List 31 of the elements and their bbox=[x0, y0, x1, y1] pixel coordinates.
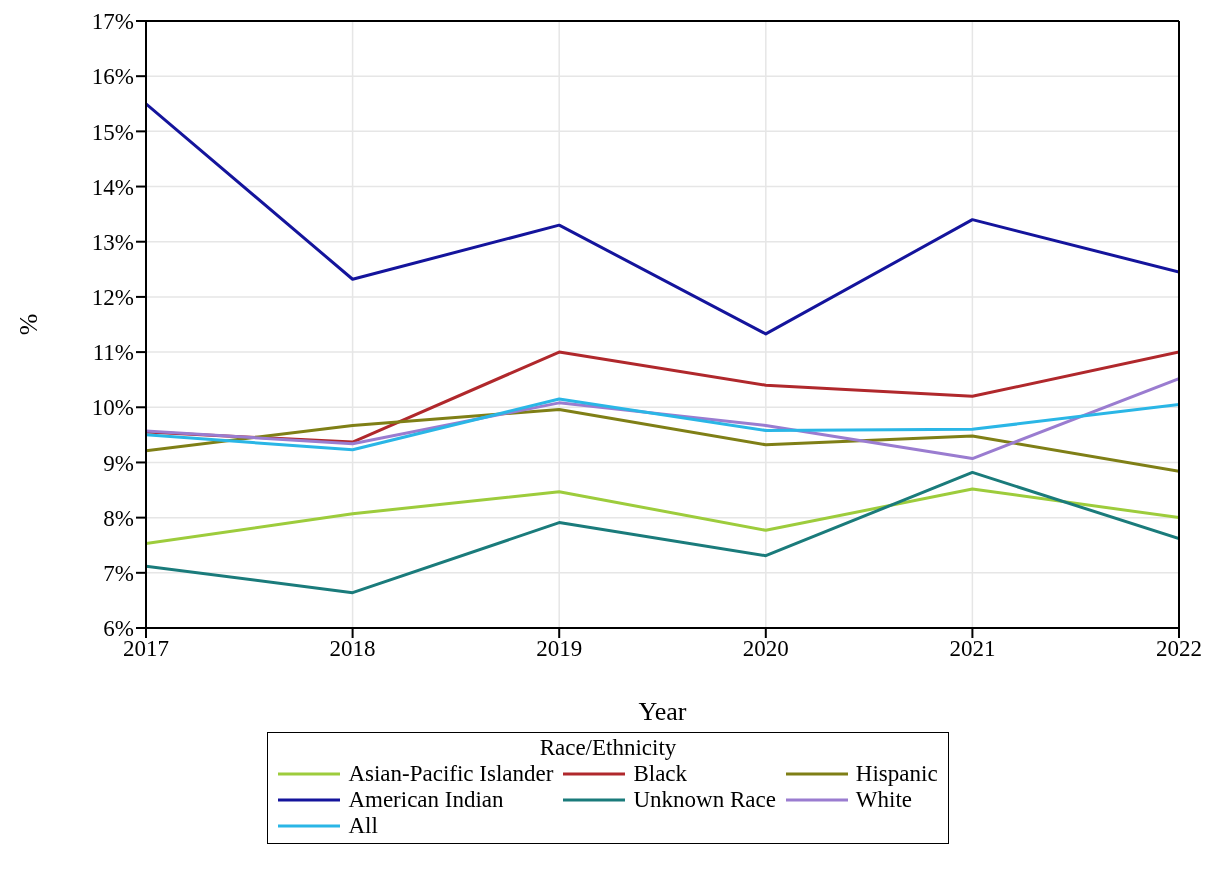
legend-title: Race/Ethnicity bbox=[538, 735, 678, 761]
y-tick-label: 16% bbox=[91, 64, 134, 90]
line-series bbox=[146, 102, 1179, 336]
legend-label: All bbox=[348, 813, 378, 839]
legend-label: Asian-Pacific Islander bbox=[348, 761, 554, 787]
y-tick-label: 13% bbox=[91, 229, 134, 255]
y-tick-label: 10% bbox=[91, 395, 134, 421]
y-tick-label: 15% bbox=[91, 119, 134, 145]
y-tick-label: 9% bbox=[103, 450, 134, 476]
legend-label: Hispanic bbox=[855, 761, 938, 787]
x-tick-label: 2022 bbox=[1156, 636, 1202, 662]
x-tick-label: 2020 bbox=[742, 636, 789, 662]
line-series bbox=[146, 407, 1179, 473]
line-series bbox=[146, 470, 1179, 595]
line-series bbox=[146, 397, 1179, 452]
y-tick-label: 8% bbox=[103, 505, 134, 531]
y-axis-title: % bbox=[14, 313, 44, 336]
y-tick-label: 11% bbox=[92, 340, 134, 366]
x-tick-label: 2021 bbox=[949, 636, 996, 662]
legend-label: White bbox=[855, 787, 913, 813]
line-series bbox=[146, 487, 1179, 546]
y-tick-label: 17% bbox=[91, 9, 134, 35]
x-tick-label: 2019 bbox=[536, 636, 583, 662]
y-tick-label: 14% bbox=[91, 174, 134, 200]
y-tick-label: 7% bbox=[103, 560, 134, 586]
x-tick-label: 2018 bbox=[329, 636, 376, 662]
legend-label: Unknown Race bbox=[633, 787, 776, 813]
y-tick-label: 12% bbox=[91, 285, 134, 311]
legend-label: Black bbox=[633, 761, 688, 787]
x-axis-title: Year bbox=[638, 697, 687, 726]
legend-label: American Indian bbox=[348, 787, 504, 813]
